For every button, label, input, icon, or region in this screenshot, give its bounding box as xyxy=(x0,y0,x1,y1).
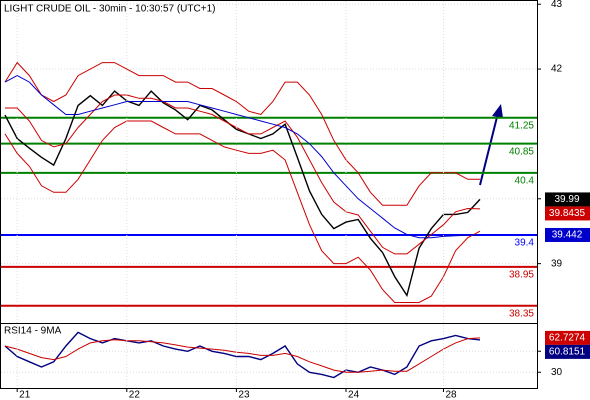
series-line xyxy=(5,94,481,255)
level-label: 40.4 xyxy=(515,175,535,186)
value-box xyxy=(545,192,590,207)
level-label: 38.95 xyxy=(509,270,534,281)
forecast-arrow xyxy=(479,112,499,186)
value-box xyxy=(545,206,590,221)
value-box xyxy=(545,330,590,345)
value-box-label: 39.99 xyxy=(554,194,579,205)
level-label: 40.85 xyxy=(509,146,534,157)
series-line xyxy=(4,90,481,298)
level-label: 39.4 xyxy=(515,238,535,249)
x-tick-label: 22 xyxy=(129,390,141,400)
y-tick-label: 39 xyxy=(551,258,563,269)
level-label: 38.35 xyxy=(509,308,534,319)
arrow-head xyxy=(492,104,503,118)
value-box-label: 39.442 xyxy=(552,230,583,241)
series-line xyxy=(4,61,480,206)
value-box-label: 60.8151 xyxy=(549,347,586,358)
value-box-label: 62.7274 xyxy=(549,333,586,344)
x-tick-label: 23 xyxy=(238,390,250,400)
value-box xyxy=(545,344,590,359)
x-tick-label: 28 xyxy=(445,390,457,400)
series-line xyxy=(4,120,481,303)
value-box-label: 39.8435 xyxy=(549,208,586,219)
series-line xyxy=(4,331,481,379)
y-tick-label: 43 xyxy=(551,0,563,10)
value-box xyxy=(545,227,590,242)
x-tick-label: 24 xyxy=(348,390,360,400)
rsi-title: RSI14 - 9MA xyxy=(4,326,62,337)
y-tick-label: 42 xyxy=(551,64,563,75)
y-tick-label: 30 xyxy=(551,367,563,378)
level-label: 41.25 xyxy=(509,120,534,131)
plot-frame xyxy=(0,0,538,389)
chart-title: LIGHT CRUDE OIL - 30min - 10:30:57 (UTC+… xyxy=(4,4,215,15)
series-line xyxy=(4,337,481,373)
x-tick-label: 21 xyxy=(19,390,31,400)
series-line xyxy=(4,75,481,239)
